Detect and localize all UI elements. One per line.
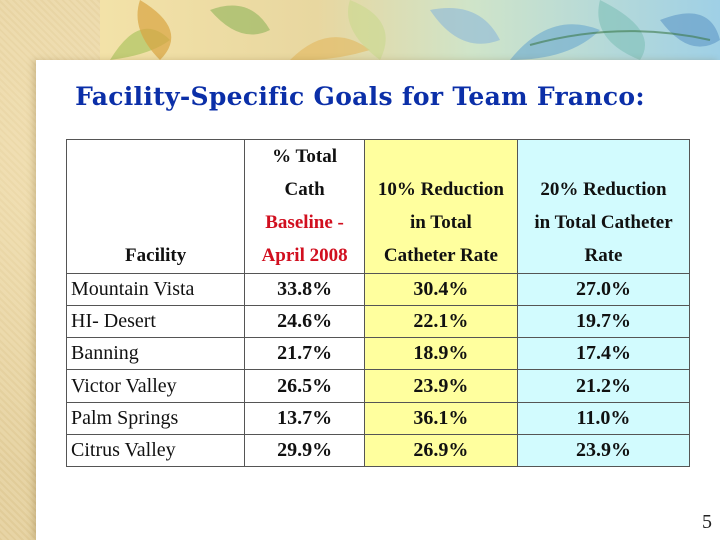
header-reduction20-line2: in Total Catheter (534, 212, 673, 233)
reduction20-cell: 17.4% (516, 337, 691, 371)
header-reduction-20: 20% Reduction in Total Catheter Rate (516, 139, 691, 274)
baseline-cell: 21.7% (244, 337, 365, 371)
header-facility-label: Facility (125, 245, 187, 266)
reduction20-cell: 27.0% (516, 272, 691, 307)
leaf-banner-art (100, 0, 720, 60)
header-baseline-line3: Baseline - (265, 212, 344, 233)
reduction10-cell: 30.4% (363, 272, 518, 307)
reduction20-cell: 23.9% (516, 433, 691, 468)
reduction20-cell: 11.0% (516, 401, 691, 435)
header-reduction10-line3: Catheter Rate (383, 245, 498, 266)
facility-cell: Banning (65, 337, 246, 371)
table-row: Banning 21.7% 18.9% 17.4% (65, 337, 691, 371)
baseline-cell: 33.8% (244, 272, 365, 307)
reduction10-cell: 22.1% (363, 305, 518, 339)
facility-cell: Citrus Valley (65, 433, 246, 468)
header-facility: Facility (65, 139, 246, 274)
reduction10-cell: 18.9% (363, 337, 518, 371)
table-row: Victor Valley 26.5% 23.9% 21.2% (65, 369, 691, 403)
reduction20-cell: 21.2% (516, 369, 691, 403)
baseline-cell: 13.7% (244, 401, 365, 435)
reduction10-cell: 23.9% (363, 369, 518, 403)
table-row: Citrus Valley 29.9% 26.9% 23.9% (65, 433, 691, 468)
reduction10-cell: 26.9% (363, 433, 518, 468)
header-baseline: % Total Cath Baseline - April 2008 (244, 139, 365, 274)
goals-table-container: Facility % Total Cath Baseline - April 2… (65, 139, 691, 468)
table-row: Palm Springs 13.7% 36.1% 11.0% (65, 401, 691, 435)
header-baseline-line2: Cath (284, 179, 325, 200)
baseline-cell: 24.6% (244, 305, 365, 339)
reduction10-cell: 36.1% (363, 401, 518, 435)
page-number: 5 (702, 511, 712, 533)
header-reduction10-line2: in Total (410, 212, 472, 233)
header-reduction20-line1: 20% Reduction (540, 179, 667, 200)
leaf-banner-decoration (100, 0, 720, 60)
reduction20-cell: 19.7% (516, 305, 691, 339)
facility-cell: HI- Desert (65, 305, 246, 339)
header-baseline-line4: April 2008 (261, 245, 348, 266)
table-row: Mountain Vista 33.8% 30.4% 27.0% (65, 272, 691, 307)
header-reduction-10: 10% Reduction in Total Catheter Rate (363, 139, 518, 274)
header-reduction20-line3: Rate (584, 245, 623, 266)
facility-cell: Palm Springs (65, 401, 246, 435)
slide-title: Facility-Specific Goals for Team Franco: (75, 82, 645, 111)
baseline-cell: 29.9% (244, 433, 365, 468)
header-baseline-line1: % Total (272, 146, 338, 167)
table-header-row: Facility % Total Cath Baseline - April 2… (65, 139, 691, 274)
facility-goals-table: Facility % Total Cath Baseline - April 2… (65, 139, 691, 468)
table-row: HI- Desert 24.6% 22.1% 19.7% (65, 305, 691, 339)
header-reduction10-line1: 10% Reduction (377, 179, 504, 200)
facility-cell: Victor Valley (65, 369, 246, 403)
baseline-cell: 26.5% (244, 369, 365, 403)
facility-cell: Mountain Vista (65, 272, 246, 307)
